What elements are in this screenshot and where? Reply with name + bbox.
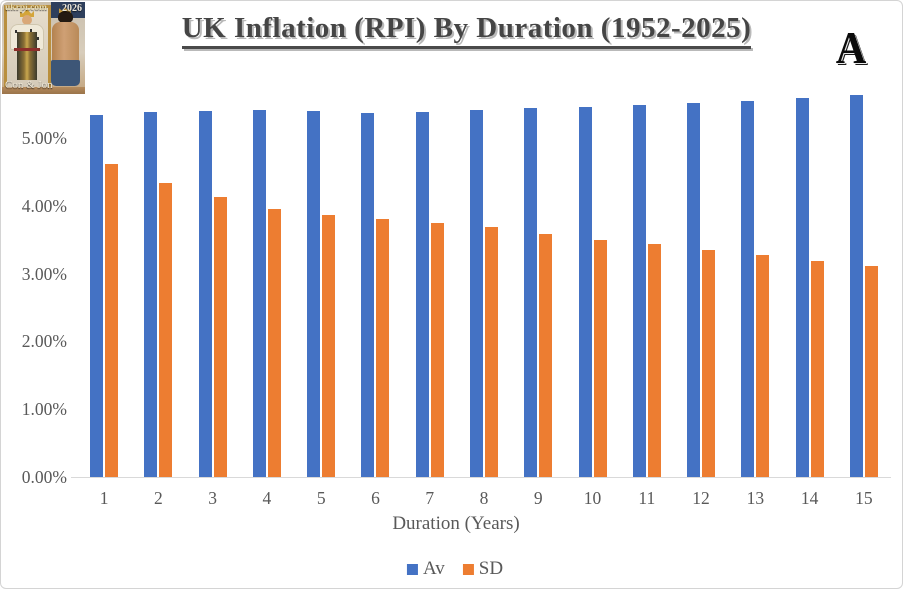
- photo-year-text: 2026: [62, 3, 82, 14]
- y-tick-label-5.00%: 5.00%: [21, 128, 67, 148]
- bar-av-9: [524, 108, 538, 477]
- x-tick-label-7: 7: [425, 488, 435, 508]
- legend-swatch-sd: [462, 563, 474, 575]
- chart-title: UK Inflation (RPI) By Duration (1952-202…: [181, 12, 752, 49]
- bar-group-2: [131, 87, 185, 477]
- bar-sd-13: [756, 255, 770, 477]
- legend-swatch-av: [406, 563, 418, 575]
- legend: Av SD: [406, 558, 504, 580]
- y-tick-label-1.00%: 1.00%: [21, 399, 67, 419]
- bar-av-12: [687, 103, 701, 477]
- bar-group-1: [77, 87, 131, 477]
- x-tick-label-8: 8: [479, 488, 489, 508]
- bar-sd-15: [864, 266, 878, 477]
- legend-item-sd: SD: [462, 558, 504, 580]
- man-crown-icon: [59, 7, 71, 13]
- calendar-photo: ukrpi.com 2026 Con & Jon: [2, 2, 85, 94]
- y-tick-label-0.00%: 0.00%: [21, 467, 67, 487]
- x-tick-label-13: 13: [746, 488, 765, 508]
- bar-av-10: [578, 107, 592, 477]
- king-crown-icon: [20, 9, 34, 17]
- bar-sd-14: [810, 261, 824, 477]
- bar-sd-8: [484, 227, 498, 477]
- x-tick-label-2: 2: [154, 488, 163, 508]
- photo-caption-text: Con & Jon: [5, 79, 53, 91]
- brand-a-logo: A: [835, 22, 867, 73]
- bar-group-11: [620, 87, 674, 477]
- x-tick-label-9: 9: [533, 488, 543, 508]
- x-axis-line: [71, 477, 891, 478]
- bar-av-5: [307, 111, 321, 477]
- bar-group-3: [186, 87, 240, 477]
- bar-sd-6: [376, 219, 390, 477]
- x-tick-label-12: 12: [692, 488, 710, 508]
- x-tick-row: 1 2 3 4 5 6 7 8 9 10 11 12 13 14 15: [77, 488, 891, 509]
- bar-group-9: [511, 87, 565, 477]
- bar-sd-5: [322, 215, 336, 477]
- bar-sd-2: [159, 183, 173, 477]
- x-tick-label-11: 11: [638, 488, 656, 508]
- man-head: [58, 11, 73, 23]
- legend-item-av: Av: [406, 558, 445, 580]
- x-tick-label-14: 14: [800, 488, 819, 508]
- x-tick-label-3: 3: [208, 488, 218, 508]
- bar-av-15: [849, 95, 863, 477]
- bar-group-7: [403, 87, 457, 477]
- bar-group-5: [294, 87, 348, 477]
- bar-av-4: [252, 110, 266, 477]
- y-tick-label-3.00%: 3.00%: [21, 264, 67, 284]
- bar-av-14: [795, 98, 809, 477]
- bar-sd-11: [647, 244, 661, 477]
- bar-group-4: [240, 87, 294, 477]
- king-tunic: [17, 32, 37, 80]
- bar-sd-1: [105, 164, 119, 477]
- man-shorts: [51, 60, 80, 86]
- bar-group-12: [674, 87, 728, 477]
- plot-area: [77, 87, 891, 477]
- man-back: [52, 22, 79, 64]
- bar-av-6: [361, 113, 375, 477]
- bar-sd-9: [539, 234, 553, 477]
- bar-group-8: [457, 87, 511, 477]
- bar-av-7: [415, 112, 429, 477]
- bar-sd-10: [593, 240, 607, 477]
- x-tick-label-15: 15: [855, 488, 873, 508]
- bar-group-13: [728, 87, 782, 477]
- bar-group-14: [782, 87, 836, 477]
- photo-site-text: ukrpi.com: [5, 3, 47, 13]
- bar-sd-12: [702, 250, 716, 477]
- x-tick-label-1: 1: [99, 488, 109, 508]
- bar-sd-4: [267, 209, 281, 477]
- title-wrap: UK Inflation (RPI) By Duration (1952-202…: [91, 12, 842, 49]
- x-axis-title: Duration (Years): [392, 513, 520, 534]
- king-head: [22, 15, 32, 25]
- bar-group-6: [348, 87, 402, 477]
- bar-av-3: [198, 111, 212, 477]
- bar-sd-7: [430, 223, 444, 477]
- y-tick-label-2.00%: 2.00%: [21, 331, 67, 351]
- bar-group-15: [837, 87, 891, 477]
- bar-av-8: [469, 110, 483, 477]
- bar-av-11: [632, 105, 646, 477]
- x-tick-label-4: 4: [262, 488, 272, 508]
- x-tick-label-6: 6: [371, 488, 380, 508]
- y-tick-label-4.00%: 4.00%: [21, 196, 67, 216]
- floor: [2, 87, 85, 94]
- bar-av-1: [90, 115, 104, 477]
- legend-label-sd: SD: [478, 558, 504, 579]
- bar-group-10: [565, 87, 619, 477]
- bar-av-13: [741, 101, 755, 477]
- legend-label-av: Av: [422, 558, 445, 579]
- king-sash: [14, 48, 40, 51]
- bar-av-2: [144, 112, 158, 477]
- x-tick-label-10: 10: [583, 488, 602, 508]
- bar-sd-3: [213, 197, 227, 477]
- x-tick-label-5: 5: [316, 488, 326, 508]
